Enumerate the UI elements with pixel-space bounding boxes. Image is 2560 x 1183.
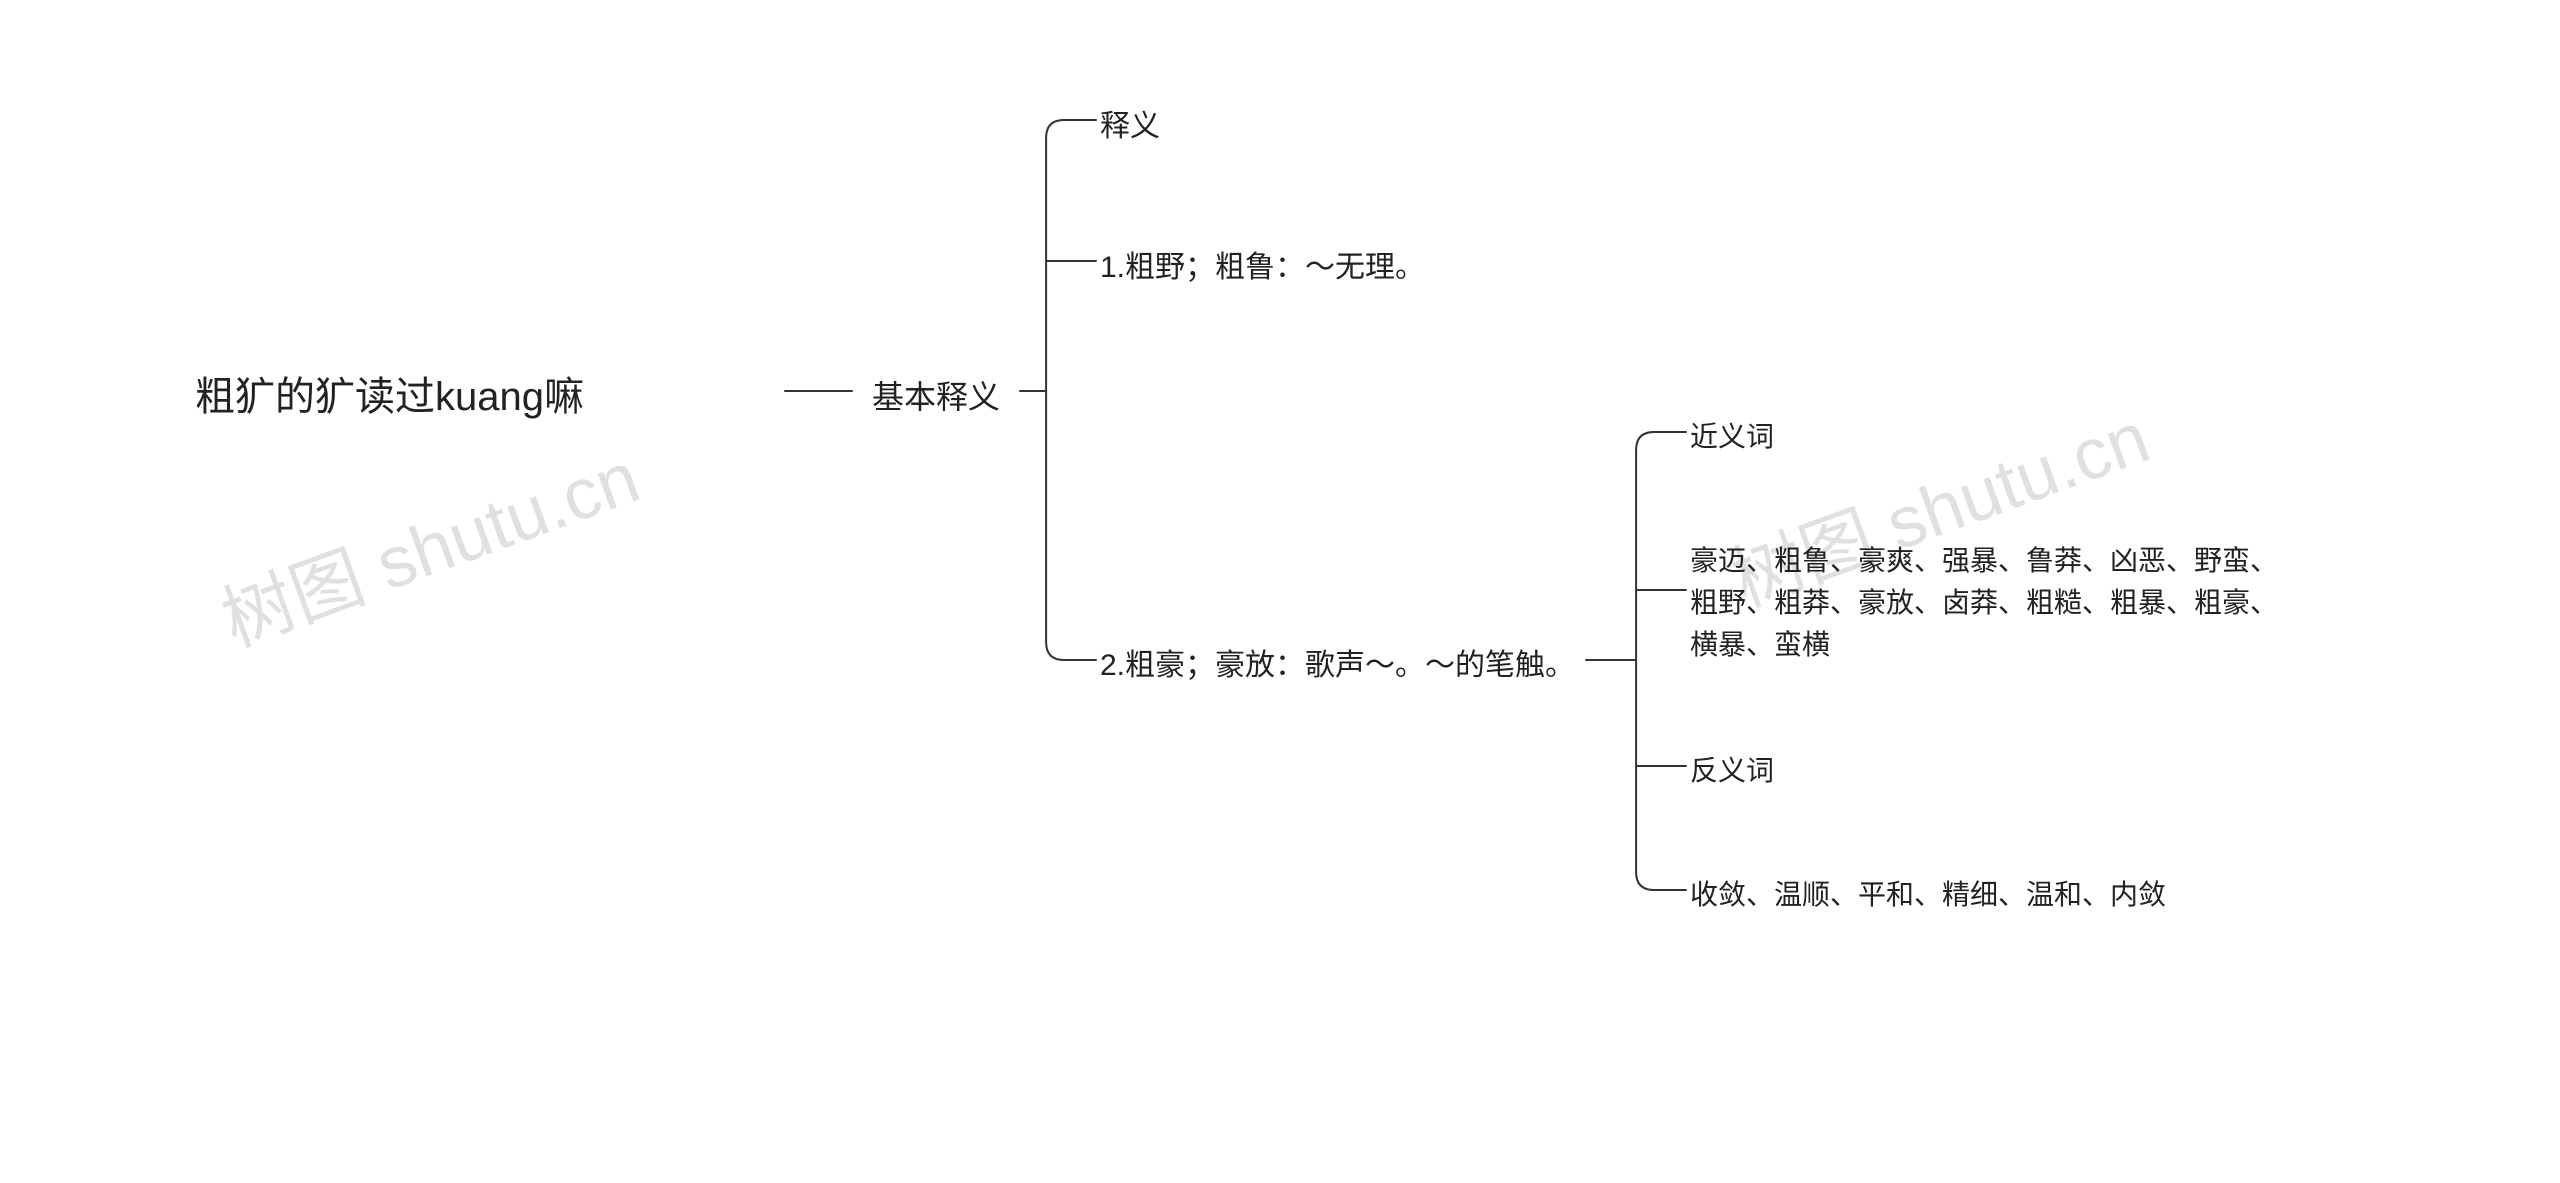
level1-node: 基本释义 — [872, 373, 1000, 421]
mindmap-canvas: 粗犷的犷读过kuang嘛 基本释义 释义 1.粗野；粗鲁：～无理。 2.粗豪；豪… — [0, 0, 2560, 1183]
level3-node-0: 近义词 — [1690, 416, 1774, 458]
level2-node-1: 1.粗野；粗鲁：～无理。 — [1100, 245, 1425, 290]
level3-node-3: 收敛、温顺、平和、精细、温和、内敛 — [1690, 874, 2166, 916]
level3-node-1: 豪迈、粗鲁、豪爽、强暴、鲁莽、凶恶、野蛮、粗野、粗莽、豪放、卤莽、粗糙、粗暴、粗… — [1690, 540, 2280, 666]
level2-node-0: 释义 — [1100, 104, 1160, 149]
root-node: 粗犷的犷读过kuang嘛 — [195, 367, 584, 427]
level3-node-2: 反义词 — [1690, 750, 1774, 792]
level2-node-2: 2.粗豪；豪放：歌声～。～的笔触。 — [1100, 643, 1575, 688]
